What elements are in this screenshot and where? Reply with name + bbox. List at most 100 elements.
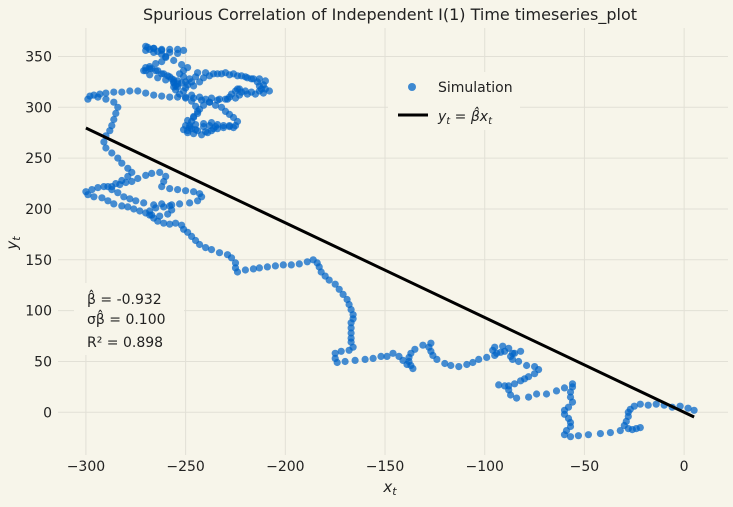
scatter-point: [515, 357, 523, 366]
scatter-point: [261, 85, 269, 93]
scatter-point: [142, 171, 150, 179]
scatter-point: [584, 431, 593, 439]
scatter-point: [347, 329, 355, 337]
scatter-point: [279, 261, 287, 269]
y-tick-label: 50: [34, 354, 52, 370]
legend-scatter-label: Simulation: [438, 80, 513, 96]
scatter-point: [684, 404, 692, 412]
scatter-point: [628, 426, 636, 434]
scatter-point: [114, 189, 122, 197]
scatter-point: [495, 381, 503, 389]
scatter-point: [174, 49, 182, 58]
y-tick-label: 0: [43, 405, 52, 421]
scatter-point: [213, 125, 222, 133]
scatter-point: [158, 183, 166, 191]
x-tick-label: −200: [266, 459, 304, 475]
scatter-point: [190, 82, 198, 90]
scatter-point: [636, 424, 644, 432]
scatter-point: [178, 221, 186, 229]
scatter-point: [98, 194, 106, 202]
scatter-point: [170, 56, 178, 65]
scatter-point: [178, 61, 186, 69]
scatter-point: [513, 394, 521, 402]
scatter-point: [164, 72, 172, 80]
scatter-point: [182, 78, 190, 86]
scatter-point: [104, 197, 112, 205]
scatter-point: [652, 400, 660, 408]
scatter-point: [182, 93, 190, 101]
scatter-point: [343, 295, 351, 304]
scatter-point: [505, 382, 513, 390]
scatter-point: [194, 69, 202, 77]
scatter-point: [150, 201, 158, 209]
y-tick-label: 200: [25, 202, 52, 218]
scatter-point: [114, 103, 122, 111]
scatter-point: [166, 185, 174, 193]
scatter-point: [219, 124, 228, 132]
scatter-point: [215, 249, 224, 257]
scatter-point: [200, 74, 208, 82]
legend-scatter-marker: [408, 83, 416, 91]
scatter-point: [110, 98, 118, 106]
scatter-point: [223, 251, 232, 259]
scatter-point: [110, 200, 118, 208]
scatter-point: [331, 349, 339, 357]
scatter-point: [158, 200, 166, 208]
scatter-point: [213, 70, 222, 78]
scatter-point: [542, 390, 551, 398]
scatter-point: [377, 352, 385, 360]
scatter-point: [186, 199, 194, 207]
scatter-point: [170, 83, 178, 91]
scatter-point: [162, 52, 170, 61]
scatter-point: [102, 89, 110, 97]
scatter-point: [146, 45, 154, 54]
scatter-point: [331, 354, 339, 362]
scatter-point: [134, 87, 142, 95]
scatter-point: [213, 96, 222, 104]
scatter-point: [351, 356, 359, 364]
scatter-point: [347, 334, 355, 342]
scatter-point: [118, 202, 126, 210]
scatter-point: [140, 199, 148, 207]
scatter-point: [389, 349, 397, 357]
scatter-point: [337, 347, 345, 355]
scatter-point: [335, 285, 343, 293]
scatter-point: [463, 360, 471, 369]
scatter-point: [505, 344, 513, 352]
scatter-series-simulation: [82, 42, 698, 441]
scatter-point: [207, 246, 216, 254]
scatter-point: [112, 109, 120, 117]
scatter-point: [126, 195, 134, 203]
scatter-point: [166, 202, 174, 210]
scatter-point: [303, 258, 311, 266]
x-tick-label: 0: [680, 459, 689, 475]
scatter-point: [241, 87, 249, 95]
scatter-point: [180, 46, 188, 55]
scatter-point: [566, 433, 575, 441]
scatter-point: [508, 349, 517, 357]
scatter-point: [102, 144, 110, 152]
x-tick-labels: −300 −250 −200 −150 −100 −50 0: [67, 459, 689, 475]
scatter-point: [202, 128, 210, 136]
scatter-point: [441, 359, 449, 368]
scatter-point: [182, 187, 190, 195]
scatter-point: [517, 347, 525, 355]
scatter-point: [112, 180, 120, 188]
scatter-point: [566, 393, 575, 401]
scatter-point: [166, 93, 174, 101]
scatter-point: [124, 164, 132, 172]
scatter-point: [90, 91, 98, 99]
scatter-point: [102, 95, 110, 103]
y-tick-label: 150: [25, 253, 52, 269]
scatter-point: [491, 351, 499, 359]
scatter-point: [166, 220, 174, 228]
scatter-point: [156, 168, 164, 176]
scatter-point: [552, 387, 561, 395]
scatter-point: [194, 127, 202, 135]
scatter-point: [90, 193, 98, 201]
scatter-point: [347, 324, 355, 332]
scatter-point: [160, 219, 168, 227]
fit-line: [85, 126, 695, 419]
y-tick-label: 100: [25, 304, 52, 320]
scatter-point: [100, 138, 108, 146]
